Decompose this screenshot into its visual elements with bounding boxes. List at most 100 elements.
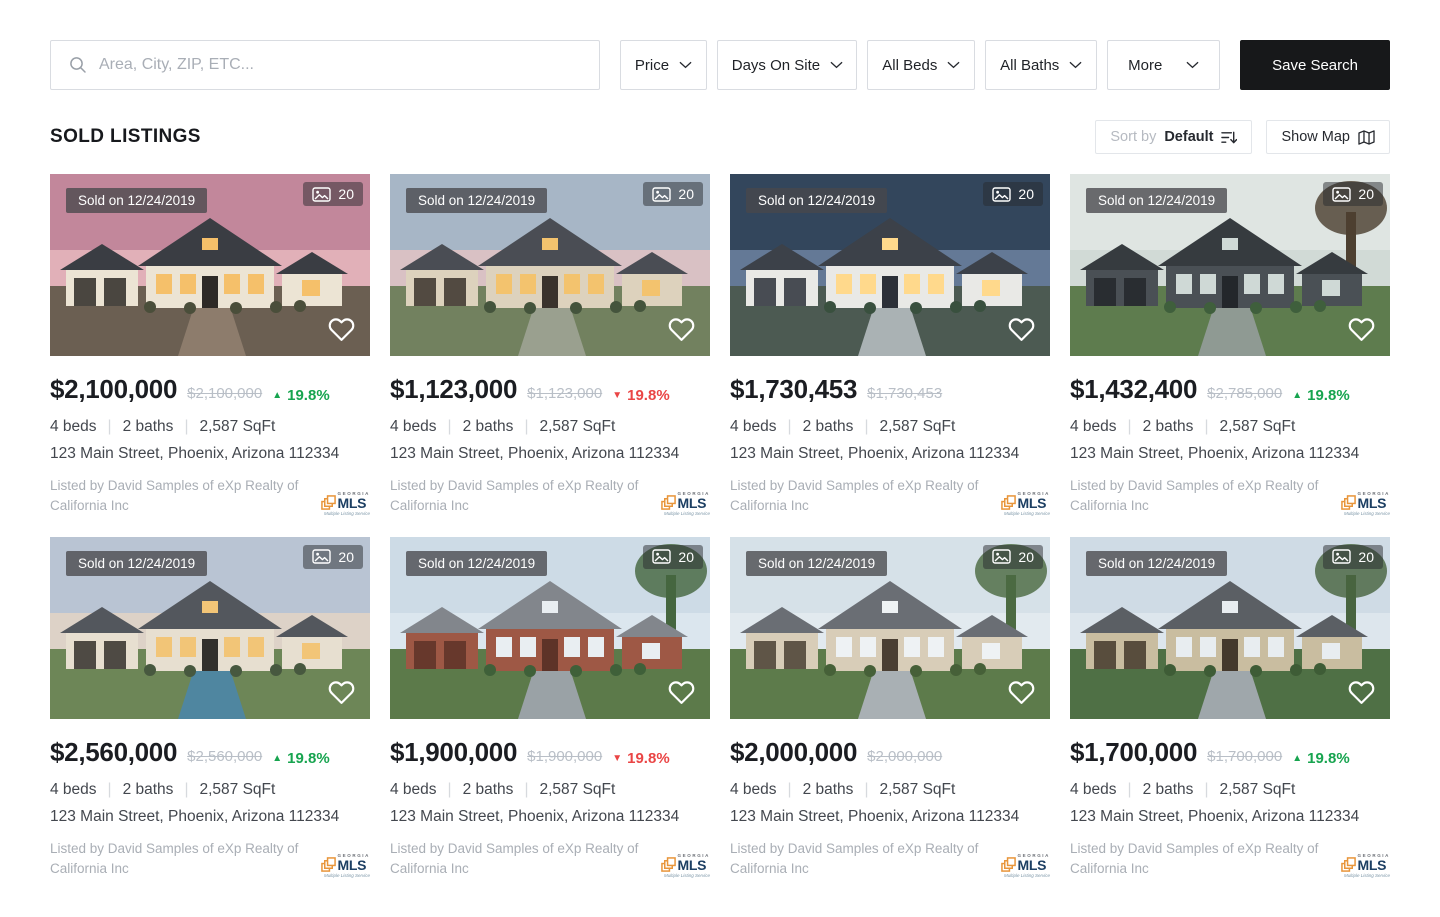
listing-address: 123 Main Street, Phoenix, Arizona 112334 bbox=[50, 807, 340, 825]
listing-card[interactable]: Sold on 12/24/2019 20 $1,900,000 $1,900,… bbox=[390, 536, 710, 880]
listing-card[interactable]: Sold on 12/24/2019 20 $2,100,000 $2,100,… bbox=[50, 174, 370, 517]
mls-building-icon bbox=[1340, 857, 1356, 872]
sort-value-label: Default bbox=[1164, 129, 1214, 145]
listing-specs: 4 beds | 2 baths | 2,587 SqFt bbox=[730, 418, 1050, 436]
listing-address: 123 Main Street, Phoenix, Arizona 112334 bbox=[1070, 807, 1360, 825]
listings-header: SOLD LISTINGS Sort by Default Show Map bbox=[50, 120, 1390, 154]
listing-address: 123 Main Street, Phoenix, Arizona 112334 bbox=[730, 445, 1020, 462]
favorite-button[interactable] bbox=[327, 317, 355, 345]
page-title: SOLD LISTINGS bbox=[50, 126, 201, 147]
listing-price: $1,900,000 bbox=[390, 736, 518, 767]
mls-name-label: MLS bbox=[1357, 857, 1387, 873]
favorite-button[interactable] bbox=[327, 680, 355, 708]
filter-days-on-site-button[interactable]: Days On Site bbox=[717, 40, 858, 90]
save-search-button[interactable]: Save Search bbox=[1240, 40, 1390, 90]
price-row: $1,700,000 $1,700,000 ▲ 19.8% bbox=[1070, 737, 1390, 768]
search-input[interactable] bbox=[99, 56, 581, 74]
original-price: $1,900,000 bbox=[527, 747, 603, 765]
mls-name-label: MLS bbox=[1017, 857, 1047, 873]
listing-card[interactable]: Sold on 12/24/2019 20 $2,000,000 $2,000,… bbox=[730, 536, 1050, 880]
photo-icon bbox=[652, 549, 672, 564]
listing-photo[interactable]: Sold on 12/24/2019 20 bbox=[390, 536, 710, 719]
separator: | bbox=[1127, 418, 1132, 435]
original-price: $1,123,000 bbox=[527, 385, 603, 402]
sort-prefix-label: Sort by bbox=[1110, 129, 1157, 145]
mls-building-icon bbox=[320, 494, 336, 510]
show-map-button[interactable]: Show Map bbox=[1266, 120, 1390, 154]
sqft-value: 2,587 SqFt bbox=[879, 780, 956, 798]
search-icon bbox=[70, 57, 86, 73]
listing-price: $1,700,000 bbox=[1070, 736, 1198, 767]
favorite-button[interactable] bbox=[667, 680, 695, 708]
filter-baths-button[interactable]: All Baths bbox=[985, 40, 1098, 90]
mls-tagline: Multiple Listing Service bbox=[1343, 510, 1390, 516]
listing-specs: 4 beds | 2 baths | 2,587 SqFt bbox=[50, 418, 370, 436]
photo-count: 20 bbox=[338, 186, 354, 202]
favorite-button[interactable] bbox=[1007, 317, 1035, 345]
search-box[interactable] bbox=[50, 40, 600, 90]
listing-address: 123 Main Street, Phoenix, Arizona 112334 bbox=[730, 807, 1020, 825]
listing-card[interactable]: Sold on 12/24/2019 20 $2,560,000 $2,560,… bbox=[50, 536, 370, 880]
change-percent: 19.8% bbox=[287, 749, 330, 767]
filter-price-button[interactable]: Price bbox=[619, 40, 708, 90]
filter-bar: Price Days On Site All Beds All Baths Mo… bbox=[50, 40, 1390, 90]
listing-photo[interactable]: Sold on 12/24/2019 20 bbox=[730, 174, 1050, 356]
original-price: $2,000,000 bbox=[867, 747, 943, 765]
beds-value: 4 beds bbox=[1070, 418, 1117, 435]
filter-beds-button[interactable]: All Beds bbox=[867, 40, 976, 90]
card-footer: Listed by David Samples of eXp Realty of… bbox=[50, 476, 370, 517]
listing-address: 123 Main Street, Phoenix, Arizona 112334 bbox=[390, 807, 680, 825]
listing-specs: 4 beds | 2 baths | 2,587 SqFt bbox=[1070, 781, 1390, 799]
listing-card[interactable]: Sold on 12/24/2019 20 $1,730,453 $1,730,… bbox=[730, 174, 1050, 517]
separator: | bbox=[107, 418, 112, 435]
favorite-button[interactable] bbox=[1007, 680, 1035, 708]
listing-photo[interactable]: Sold on 12/24/2019 20 bbox=[1070, 536, 1390, 719]
separator: | bbox=[1204, 780, 1209, 798]
mls-logo: GEORGIA MLS Multiple Listing Service bbox=[320, 853, 370, 879]
sort-icon bbox=[1221, 131, 1238, 143]
mls-logo: GEORGIA MLS Multiple Listing Service bbox=[1340, 853, 1390, 879]
chevron-down-icon bbox=[1069, 61, 1082, 69]
listing-photo[interactable]: Sold on 12/24/2019 20 bbox=[50, 174, 370, 356]
mls-tagline: Multiple Listing Service bbox=[323, 873, 370, 878]
favorite-button[interactable] bbox=[1347, 317, 1375, 345]
separator: | bbox=[524, 780, 529, 798]
listing-photo[interactable]: Sold on 12/24/2019 20 bbox=[730, 536, 1050, 719]
favorite-button[interactable] bbox=[1347, 680, 1375, 708]
listing-photo[interactable]: Sold on 12/24/2019 20 bbox=[390, 174, 710, 356]
listing-address: 123 Main Street, Phoenix, Arizona 112334 bbox=[50, 445, 340, 462]
sold-date-badge: Sold on 12/24/2019 bbox=[66, 550, 208, 576]
sort-button[interactable]: Sort by Default bbox=[1095, 120, 1253, 154]
favorite-button[interactable] bbox=[667, 317, 695, 345]
mls-region-label: GEORGIA bbox=[1357, 490, 1390, 496]
listing-photo[interactable]: Sold on 12/24/2019 20 bbox=[1070, 174, 1390, 356]
photo-count: 20 bbox=[1358, 186, 1374, 202]
listing-card[interactable]: Sold on 12/24/2019 20 $1,700,000 $1,700,… bbox=[1070, 536, 1390, 880]
mls-region-label: GEORGIA bbox=[1017, 853, 1050, 858]
listing-card[interactable]: Sold on 12/24/2019 20 $1,432,400 $2,785,… bbox=[1070, 174, 1390, 517]
mls-building-icon bbox=[1340, 494, 1356, 510]
listing-specs: 4 beds | 2 baths | 2,587 SqFt bbox=[1070, 418, 1390, 436]
baths-value: 2 baths bbox=[122, 418, 174, 435]
photo-count: 20 bbox=[1018, 186, 1034, 202]
photo-count-badge: 20 bbox=[1323, 182, 1383, 206]
photo-count-badge: 20 bbox=[983, 544, 1043, 569]
beds-value: 4 beds bbox=[1070, 780, 1117, 798]
mls-tagline: Multiple Listing Service bbox=[663, 873, 710, 878]
house-photo-illustration bbox=[1070, 536, 1390, 719]
listings-grid: Sold on 12/24/2019 20 $2,100,000 $2,100,… bbox=[50, 174, 1390, 879]
card-footer: Listed by David Samples of eXp Realty of… bbox=[730, 839, 1050, 880]
listing-photo[interactable]: Sold on 12/24/2019 20 bbox=[50, 536, 370, 719]
separator: | bbox=[864, 418, 869, 435]
chevron-down-icon bbox=[830, 61, 843, 69]
chevron-down-icon bbox=[947, 61, 960, 69]
card-footer: Listed by David Samples of eXp Realty of… bbox=[390, 476, 710, 517]
listing-card[interactable]: Sold on 12/24/2019 20 $1,123,000 $1,123,… bbox=[390, 174, 710, 517]
mls-building-icon bbox=[1000, 857, 1016, 872]
sqft-value: 2,587 SqFt bbox=[199, 780, 276, 798]
photo-count: 20 bbox=[678, 548, 694, 565]
separator: | bbox=[447, 780, 452, 798]
mls-name-label: MLS bbox=[1357, 494, 1387, 511]
listed-by-text: Listed by David Samples of eXp Realty of… bbox=[730, 478, 979, 514]
filter-more-button[interactable]: More bbox=[1107, 40, 1221, 90]
